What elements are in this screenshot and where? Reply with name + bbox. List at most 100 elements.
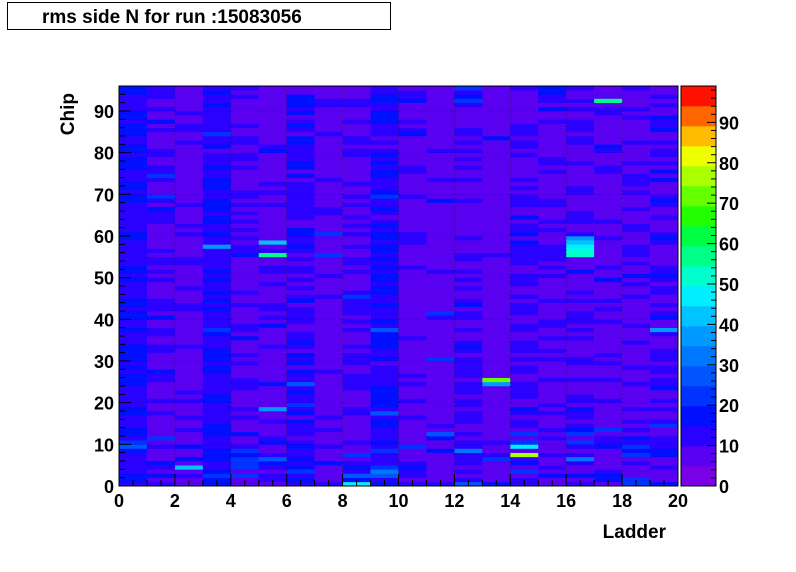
heatmap-cell — [342, 361, 371, 366]
heatmap-cell — [286, 281, 315, 287]
heatmap-cell — [370, 148, 399, 153]
heatmap-cell — [622, 173, 651, 178]
heatmap-cell — [482, 148, 511, 153]
heatmap-cell — [146, 236, 176, 241]
heatmap-cell — [650, 323, 679, 328]
heatmap-cell — [370, 186, 399, 191]
heatmap-cell — [146, 290, 176, 295]
heatmap-cell — [258, 131, 287, 137]
heatmap-cell — [650, 406, 679, 412]
heatmap-cell — [622, 473, 651, 478]
heatmap-cell — [566, 169, 595, 174]
heatmap-cell — [538, 248, 567, 253]
heatmap-cell — [594, 369, 623, 374]
heatmap-cell — [258, 223, 287, 228]
heatmap-cell — [314, 94, 343, 99]
heatmap-cell — [398, 456, 427, 462]
heatmap-cell — [230, 336, 260, 341]
heatmap-cell — [230, 206, 260, 212]
heatmap-cell — [258, 365, 287, 370]
heatmap-cell — [370, 377, 399, 383]
heatmap-cell — [286, 169, 315, 174]
heatmap-cell — [146, 165, 176, 170]
heatmap-cell — [594, 198, 623, 203]
heatmap-cell — [119, 261, 148, 266]
heatmap-cell — [398, 373, 427, 378]
heatmap-cell — [146, 473, 176, 478]
heatmap-cell — [119, 136, 148, 141]
heatmap-cell — [482, 381, 511, 387]
heatmap-cell — [454, 415, 483, 420]
heatmap-cell — [342, 294, 371, 299]
heatmap-cell — [174, 373, 204, 378]
y-tick-label: 70 — [94, 185, 114, 205]
heatmap-cell — [650, 427, 679, 433]
heatmap-cell — [566, 373, 595, 378]
heatmap-cell — [482, 361, 511, 366]
heatmap-cell — [370, 190, 399, 195]
heatmap-cell — [119, 398, 148, 403]
heatmap-cell — [230, 281, 260, 287]
heatmap-cell — [202, 352, 232, 358]
palette-band — [681, 446, 716, 467]
heatmap-cell — [370, 256, 399, 262]
heatmap-cell — [314, 261, 343, 266]
heatmap-cell — [454, 265, 483, 270]
heatmap-cell — [202, 181, 232, 187]
heatmap-cell — [482, 98, 511, 103]
heatmap-cell — [426, 281, 455, 287]
heatmap-cell — [370, 373, 399, 378]
heatmap-cell — [622, 90, 651, 95]
heatmap-cell — [258, 148, 287, 153]
heatmap-cell — [426, 415, 455, 420]
heatmap-cell — [650, 444, 679, 449]
heatmap-cell — [146, 319, 176, 324]
heatmap-cell — [230, 369, 260, 374]
heatmap-cell — [174, 231, 204, 237]
heatmap-cell — [230, 461, 260, 466]
heatmap-cell — [314, 377, 343, 383]
heatmap-cell — [566, 456, 595, 462]
heatmap-cell — [258, 165, 287, 170]
heatmap-cell — [314, 411, 343, 416]
heatmap-cell — [202, 411, 232, 416]
heatmap-cell — [119, 156, 148, 162]
heatmap-cell — [258, 373, 287, 378]
heatmap-cell — [510, 436, 539, 441]
heatmap-cell — [258, 102, 287, 108]
heatmap-cell — [510, 265, 539, 270]
heatmap-cell — [398, 461, 427, 466]
heatmap-cell — [454, 219, 483, 224]
heatmap-cell — [286, 331, 315, 337]
heatmap-cell — [510, 294, 539, 299]
heatmap-cell — [510, 452, 539, 458]
heatmap-cell — [258, 94, 287, 99]
heatmap-cell — [538, 448, 567, 453]
heatmap-cell — [398, 127, 427, 133]
heatmap-cell — [258, 452, 287, 458]
heatmap-cell — [650, 198, 679, 203]
heatmap-cell — [342, 473, 371, 478]
heatmap-cell — [314, 277, 343, 283]
heatmap-cell — [230, 469, 260, 474]
heatmap-cell — [314, 256, 343, 262]
heatmap-cell — [174, 256, 204, 262]
heatmap-cell — [202, 302, 232, 308]
heatmap-cell — [342, 369, 371, 374]
heatmap-cell — [538, 473, 567, 478]
heatmap-cell — [146, 231, 176, 237]
heatmap-cell — [426, 227, 455, 233]
heatmap-cell — [174, 319, 204, 324]
heatmap-cell — [398, 152, 427, 158]
heatmap-cell — [594, 152, 623, 158]
heatmap-cell — [622, 469, 651, 474]
heatmap-cell — [258, 465, 287, 470]
heatmap-cell — [510, 223, 539, 228]
heatmap-cell — [482, 215, 511, 220]
heatmap-cell — [286, 86, 315, 91]
heatmap-cell — [426, 277, 455, 283]
heatmap-cell — [119, 102, 148, 108]
heatmap-cell — [146, 361, 176, 366]
heatmap-cell — [342, 448, 371, 453]
heatmap-cell — [342, 431, 371, 437]
